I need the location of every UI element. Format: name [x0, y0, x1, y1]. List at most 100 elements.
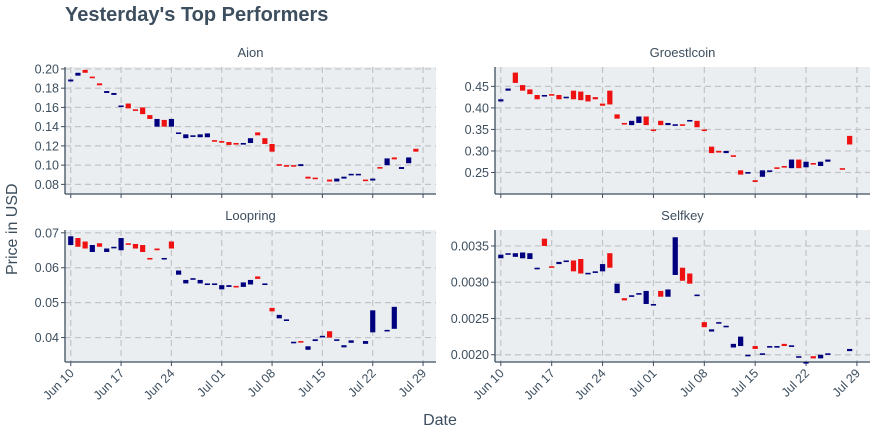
y-tick-label: 0.30	[465, 144, 489, 158]
candle-up	[204, 133, 210, 138]
candle-down	[621, 298, 627, 301]
candle-down	[82, 69, 88, 73]
candle-up	[672, 237, 678, 275]
subplot-title: Selfkey	[661, 208, 704, 223]
candle-up	[585, 272, 591, 275]
x-tick-label: Jun 24	[141, 366, 177, 402]
subplot-title: Aion	[237, 45, 263, 60]
candle-down	[147, 115, 153, 119]
candle-up	[104, 91, 110, 93]
candle-down	[413, 148, 419, 152]
candle-up	[240, 143, 246, 145]
candle-down	[752, 346, 758, 349]
candle-up	[629, 295, 635, 297]
plot-area	[65, 230, 436, 362]
candle-down	[752, 180, 758, 182]
candle-up	[183, 279, 189, 284]
candle-down	[570, 90, 577, 100]
candle-down	[847, 135, 853, 145]
candle-up	[211, 283, 218, 286]
x-tick-label: Jul 15	[728, 366, 762, 400]
candle-down	[140, 107, 146, 115]
subplot-aion: Aion 0.08 0.10 0.12 0.14 0.16 0.18 0.20	[35, 45, 436, 198]
x-tick-label: Jul 22	[345, 366, 379, 400]
candle-up	[176, 270, 182, 275]
candle-up	[276, 314, 282, 319]
y-tick-label: 0.0025	[451, 312, 489, 326]
candle-down	[534, 94, 540, 100]
candle-up	[847, 348, 853, 352]
candle-down	[607, 253, 613, 268]
candle-down	[679, 267, 686, 281]
x-tick-label: Jul 01	[626, 366, 660, 400]
x-tick-label: Jun 10	[40, 366, 76, 402]
candle-down	[96, 83, 103, 86]
candle-up	[68, 79, 74, 82]
candle-up	[774, 346, 780, 348]
candle-down	[810, 163, 816, 165]
x-tick-label: Jul 15	[295, 366, 329, 400]
candle-up	[104, 248, 110, 252]
subplot-groestlcoin: Groestlcoin 0.25 0.30 0.35 0.40 0.45	[465, 45, 870, 198]
candle-up	[796, 356, 802, 358]
x-axis-title: Date	[423, 412, 457, 429]
candle-up	[541, 94, 548, 97]
candle-down	[132, 109, 139, 111]
candle-up	[370, 178, 376, 181]
y-tick-label: 0.0020	[451, 348, 489, 362]
candle-up	[825, 353, 831, 355]
candle-up	[767, 346, 773, 348]
candle-up	[204, 283, 210, 286]
candle-down	[312, 177, 318, 180]
candle-down	[125, 243, 131, 245]
candle-down	[607, 90, 613, 105]
candle-down	[362, 179, 369, 182]
candle-down	[578, 91, 584, 101]
x-tick-label: Jul 01	[194, 366, 228, 400]
candle-up	[745, 172, 751, 174]
y-tick-label: 0.12	[35, 139, 59, 153]
candle-down	[599, 103, 606, 106]
y-tick-label: 0.45	[465, 80, 489, 94]
candle-up	[319, 335, 325, 338]
candle-up	[592, 271, 598, 273]
candle-down	[781, 343, 787, 347]
y-tick-label: 0.08	[35, 178, 59, 192]
candle-up	[118, 105, 124, 108]
candle-down	[269, 143, 275, 152]
candle-up	[305, 346, 311, 350]
candle-down	[578, 259, 584, 274]
x-tick-label: Jul 29	[830, 366, 864, 400]
candle-down	[585, 94, 591, 102]
candle-down	[327, 179, 333, 182]
subplot-selfkey: Selfkey 0.0020 0.0025 0.0030 0.0035 Jun 10 Jun…	[451, 208, 870, 403]
candle-up	[708, 329, 715, 332]
candle-down	[391, 157, 397, 160]
candle-up	[767, 170, 773, 172]
candle-up	[687, 119, 693, 122]
candle-up	[334, 178, 340, 182]
candle-up	[643, 290, 649, 304]
candle-down	[262, 138, 268, 144]
candle-down	[614, 114, 620, 119]
candle-up	[240, 282, 246, 287]
candle-up	[614, 283, 620, 294]
x-tick-label: Jul 29	[396, 366, 430, 400]
x-tick-label: Jun 24	[572, 366, 608, 402]
y-tick-label: 0.07	[35, 226, 59, 240]
candle-down	[377, 167, 383, 169]
candle-down	[701, 129, 707, 132]
candle-up	[563, 96, 569, 99]
candle-down	[125, 103, 131, 109]
candle-up	[520, 252, 526, 259]
candle-up	[759, 353, 766, 355]
candle-down	[512, 72, 518, 83]
candle-down	[730, 155, 736, 157]
subplot-title: Groestlcoin	[650, 45, 716, 60]
candle-up	[283, 319, 290, 321]
y-tick-label: 0.04	[35, 331, 59, 345]
candle-up	[665, 122, 671, 126]
candle-up	[629, 120, 635, 126]
y-tick-label: 0.25	[465, 166, 489, 180]
candle-down	[219, 141, 225, 143]
